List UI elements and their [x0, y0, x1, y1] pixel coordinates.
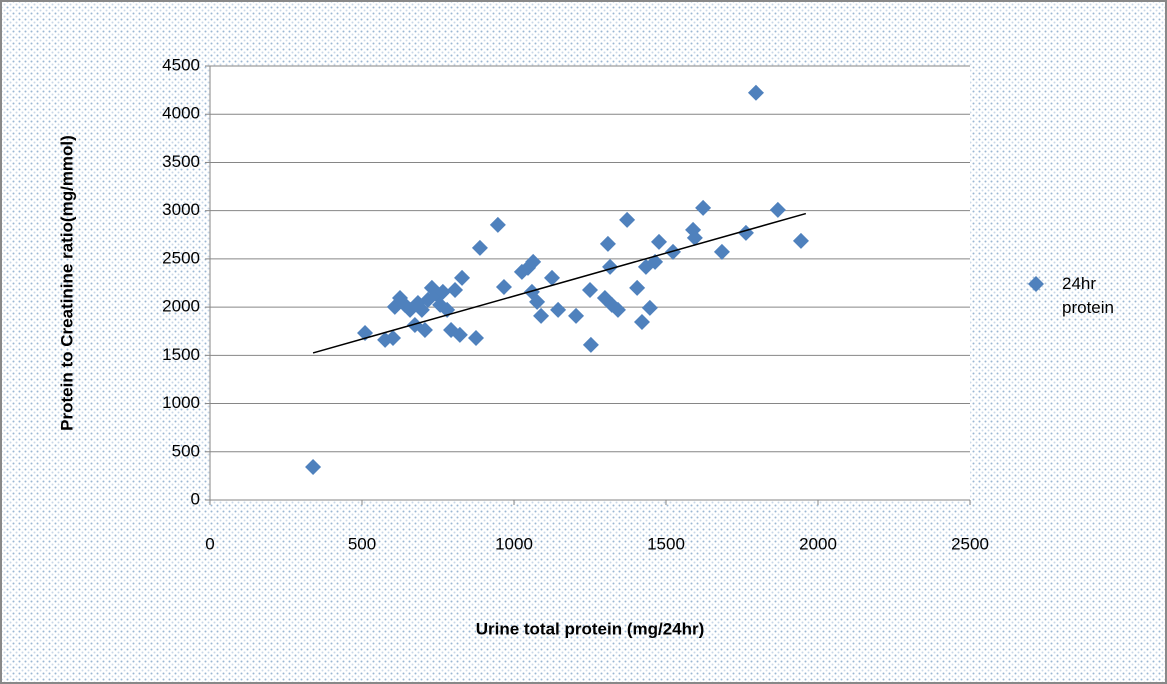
point	[599, 235, 616, 252]
x-tick-label: 0	[205, 534, 214, 553]
point	[468, 329, 484, 346]
y-tick-label: 4500	[162, 55, 200, 74]
point	[651, 233, 668, 250]
point	[568, 307, 585, 324]
point	[416, 321, 433, 338]
trendline	[312, 212, 807, 354]
y-tick-label: 4000	[162, 104, 200, 123]
point	[792, 232, 809, 249]
point	[629, 279, 646, 296]
point	[602, 258, 619, 275]
y-tick-label: 1000	[162, 393, 200, 412]
point	[533, 307, 550, 324]
x-tick-label: 2000	[799, 534, 837, 553]
point	[769, 201, 786, 218]
point	[305, 459, 322, 476]
y-tick-label: 3000	[162, 200, 200, 219]
point	[582, 281, 598, 298]
point	[489, 216, 506, 233]
y-tick-label: 0	[191, 489, 200, 508]
point	[529, 293, 546, 310]
point	[385, 329, 402, 346]
point	[550, 301, 567, 318]
x-tick-label: 500	[348, 534, 376, 553]
legend-label: 24hr protein	[1062, 274, 1114, 317]
point	[544, 269, 560, 286]
point	[713, 243, 730, 260]
x-axis-title: Urine total protein (mg/24hr)	[476, 619, 705, 638]
point	[447, 281, 464, 298]
point	[434, 283, 451, 300]
point	[525, 253, 542, 270]
point	[609, 301, 626, 318]
point	[633, 313, 650, 330]
point	[495, 278, 512, 295]
point	[619, 211, 636, 228]
x-tick-label: 2500	[951, 534, 989, 553]
point	[454, 269, 471, 286]
x-tick-label: 1000	[495, 534, 533, 553]
y-tick-label: 500	[172, 441, 200, 460]
x-tick-label: 1500	[647, 534, 685, 553]
y-tick-label: 3500	[162, 152, 200, 171]
point	[686, 229, 703, 246]
point	[747, 84, 764, 101]
point	[641, 299, 658, 316]
point	[695, 199, 712, 216]
point	[582, 336, 599, 353]
y-axis-title: Protein to Creatinine ratio(mg/mmol)	[57, 135, 76, 431]
y-tick-label: 1500	[162, 345, 200, 364]
y-tick-label: 2000	[162, 297, 200, 316]
point	[451, 326, 468, 343]
y-tick-label: 2500	[162, 248, 200, 267]
point	[471, 239, 488, 256]
point	[413, 301, 430, 318]
legend-marker	[1028, 276, 1044, 292]
